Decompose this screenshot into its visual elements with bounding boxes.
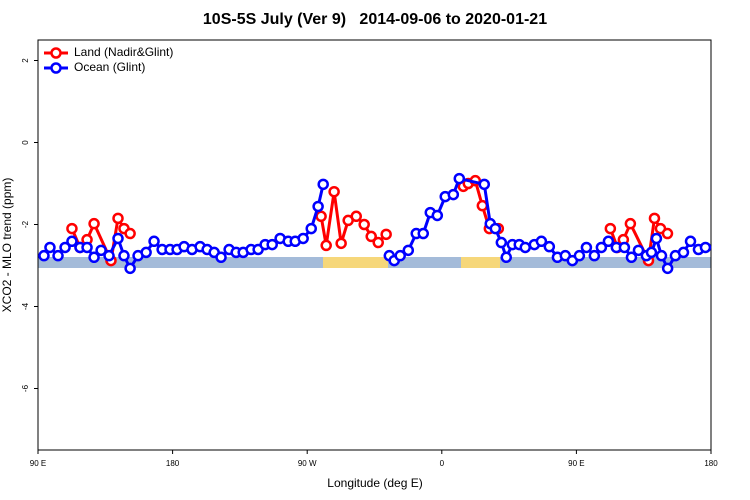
data-point <box>580 241 593 254</box>
data-point <box>112 212 124 225</box>
x-axis-label: Longitude (deg E) <box>327 476 422 490</box>
data-point <box>328 185 340 198</box>
data-point <box>335 237 347 250</box>
data-point <box>394 249 406 262</box>
data-point <box>489 222 502 235</box>
data-point <box>317 178 329 191</box>
land-band <box>323 257 388 268</box>
data-point <box>215 251 227 264</box>
data-point <box>476 199 489 212</box>
data-point <box>495 236 508 249</box>
data-point <box>648 212 661 225</box>
data-point <box>52 249 64 262</box>
data-point <box>88 217 100 230</box>
legend-marker <box>50 47 62 59</box>
y-tick-label: -2 <box>21 220 30 228</box>
data-point <box>588 249 601 262</box>
data-point <box>59 241 71 254</box>
data-point <box>661 227 674 240</box>
legend-marker <box>50 62 62 74</box>
data-point <box>618 241 631 254</box>
data-point <box>402 244 415 257</box>
data-point <box>350 210 363 223</box>
data-point <box>573 249 586 262</box>
data-point <box>431 209 444 222</box>
x-tick-label: 180 <box>704 459 718 468</box>
data-point <box>677 246 690 259</box>
data-point <box>118 249 130 262</box>
data-point <box>624 217 637 230</box>
data-point <box>140 246 152 259</box>
x-tick-label: 90 W <box>298 459 317 468</box>
data-point <box>684 235 697 248</box>
y-axis-label: XCO2 - MLO trend (ppm) <box>0 178 14 313</box>
data-point <box>500 251 513 264</box>
y-tick-label: 0 <box>21 140 30 145</box>
data-point <box>519 241 532 254</box>
plot-frame <box>37 39 712 451</box>
data-point <box>699 241 712 254</box>
data-point <box>44 241 56 254</box>
data-point <box>312 200 324 213</box>
data-point <box>66 235 78 248</box>
data-point <box>602 235 615 248</box>
data-point <box>320 239 332 252</box>
data-point <box>124 227 136 240</box>
data-point <box>645 246 658 259</box>
data-point <box>655 249 668 262</box>
data-point <box>112 232 124 245</box>
data-point <box>543 240 556 253</box>
chart-title: 10S-5S July (Ver 9) 2014-09-06 to 2020-0… <box>203 11 547 28</box>
data-point <box>632 244 645 257</box>
data-point <box>447 188 460 201</box>
data-point <box>88 251 100 264</box>
data-point <box>315 210 327 223</box>
data-point <box>81 241 93 254</box>
data-point <box>148 235 160 248</box>
data-point <box>358 218 370 231</box>
data-point <box>453 172 466 185</box>
y-tick-label: -4 <box>21 302 30 310</box>
land-band <box>461 257 500 268</box>
legend-label: Land (Nadir&Glint) <box>74 45 173 59</box>
legend-label: Ocean (Glint) <box>74 60 145 74</box>
x-tick-label: 90 E <box>30 459 46 468</box>
data-point <box>297 232 309 245</box>
data-point <box>478 178 491 191</box>
data-point <box>380 228 392 241</box>
data-point <box>604 222 617 235</box>
x-tick-label: 90 E <box>568 459 584 468</box>
data-point <box>650 232 663 245</box>
data-point <box>266 238 278 251</box>
data-point <box>372 236 384 249</box>
data-point <box>661 262 674 275</box>
data-point <box>305 222 317 235</box>
y-tick-label: -6 <box>21 384 30 392</box>
data-point <box>365 230 377 243</box>
data-point <box>95 244 107 257</box>
data-point <box>103 249 115 262</box>
data-point <box>66 222 78 235</box>
data-point <box>417 227 430 240</box>
data-point <box>535 235 548 248</box>
x-tick-label: 0 <box>440 459 445 468</box>
data-point <box>595 241 608 254</box>
x-tick-label: 180 <box>166 459 180 468</box>
data-point <box>124 262 136 275</box>
y-tick-label: 2 <box>21 58 30 63</box>
data-point <box>625 251 638 264</box>
data-point <box>38 249 50 262</box>
